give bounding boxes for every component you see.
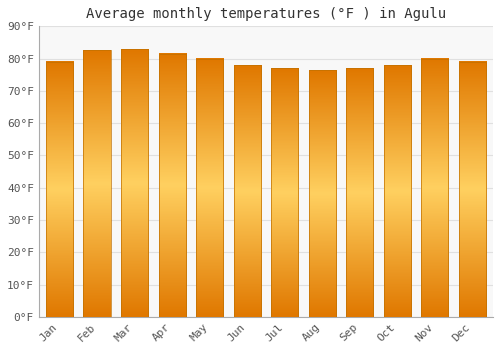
Bar xyxy=(459,62,486,317)
Bar xyxy=(271,68,298,317)
Bar xyxy=(384,65,411,317)
Bar xyxy=(422,58,448,317)
Bar xyxy=(346,68,374,317)
Bar xyxy=(121,49,148,317)
Bar xyxy=(196,58,223,317)
Title: Average monthly temperatures (°F ) in Agulu: Average monthly temperatures (°F ) in Ag… xyxy=(86,7,446,21)
Bar xyxy=(158,54,186,317)
Bar xyxy=(308,70,336,317)
Bar xyxy=(46,62,73,317)
Bar xyxy=(234,65,260,317)
Bar xyxy=(84,50,110,317)
